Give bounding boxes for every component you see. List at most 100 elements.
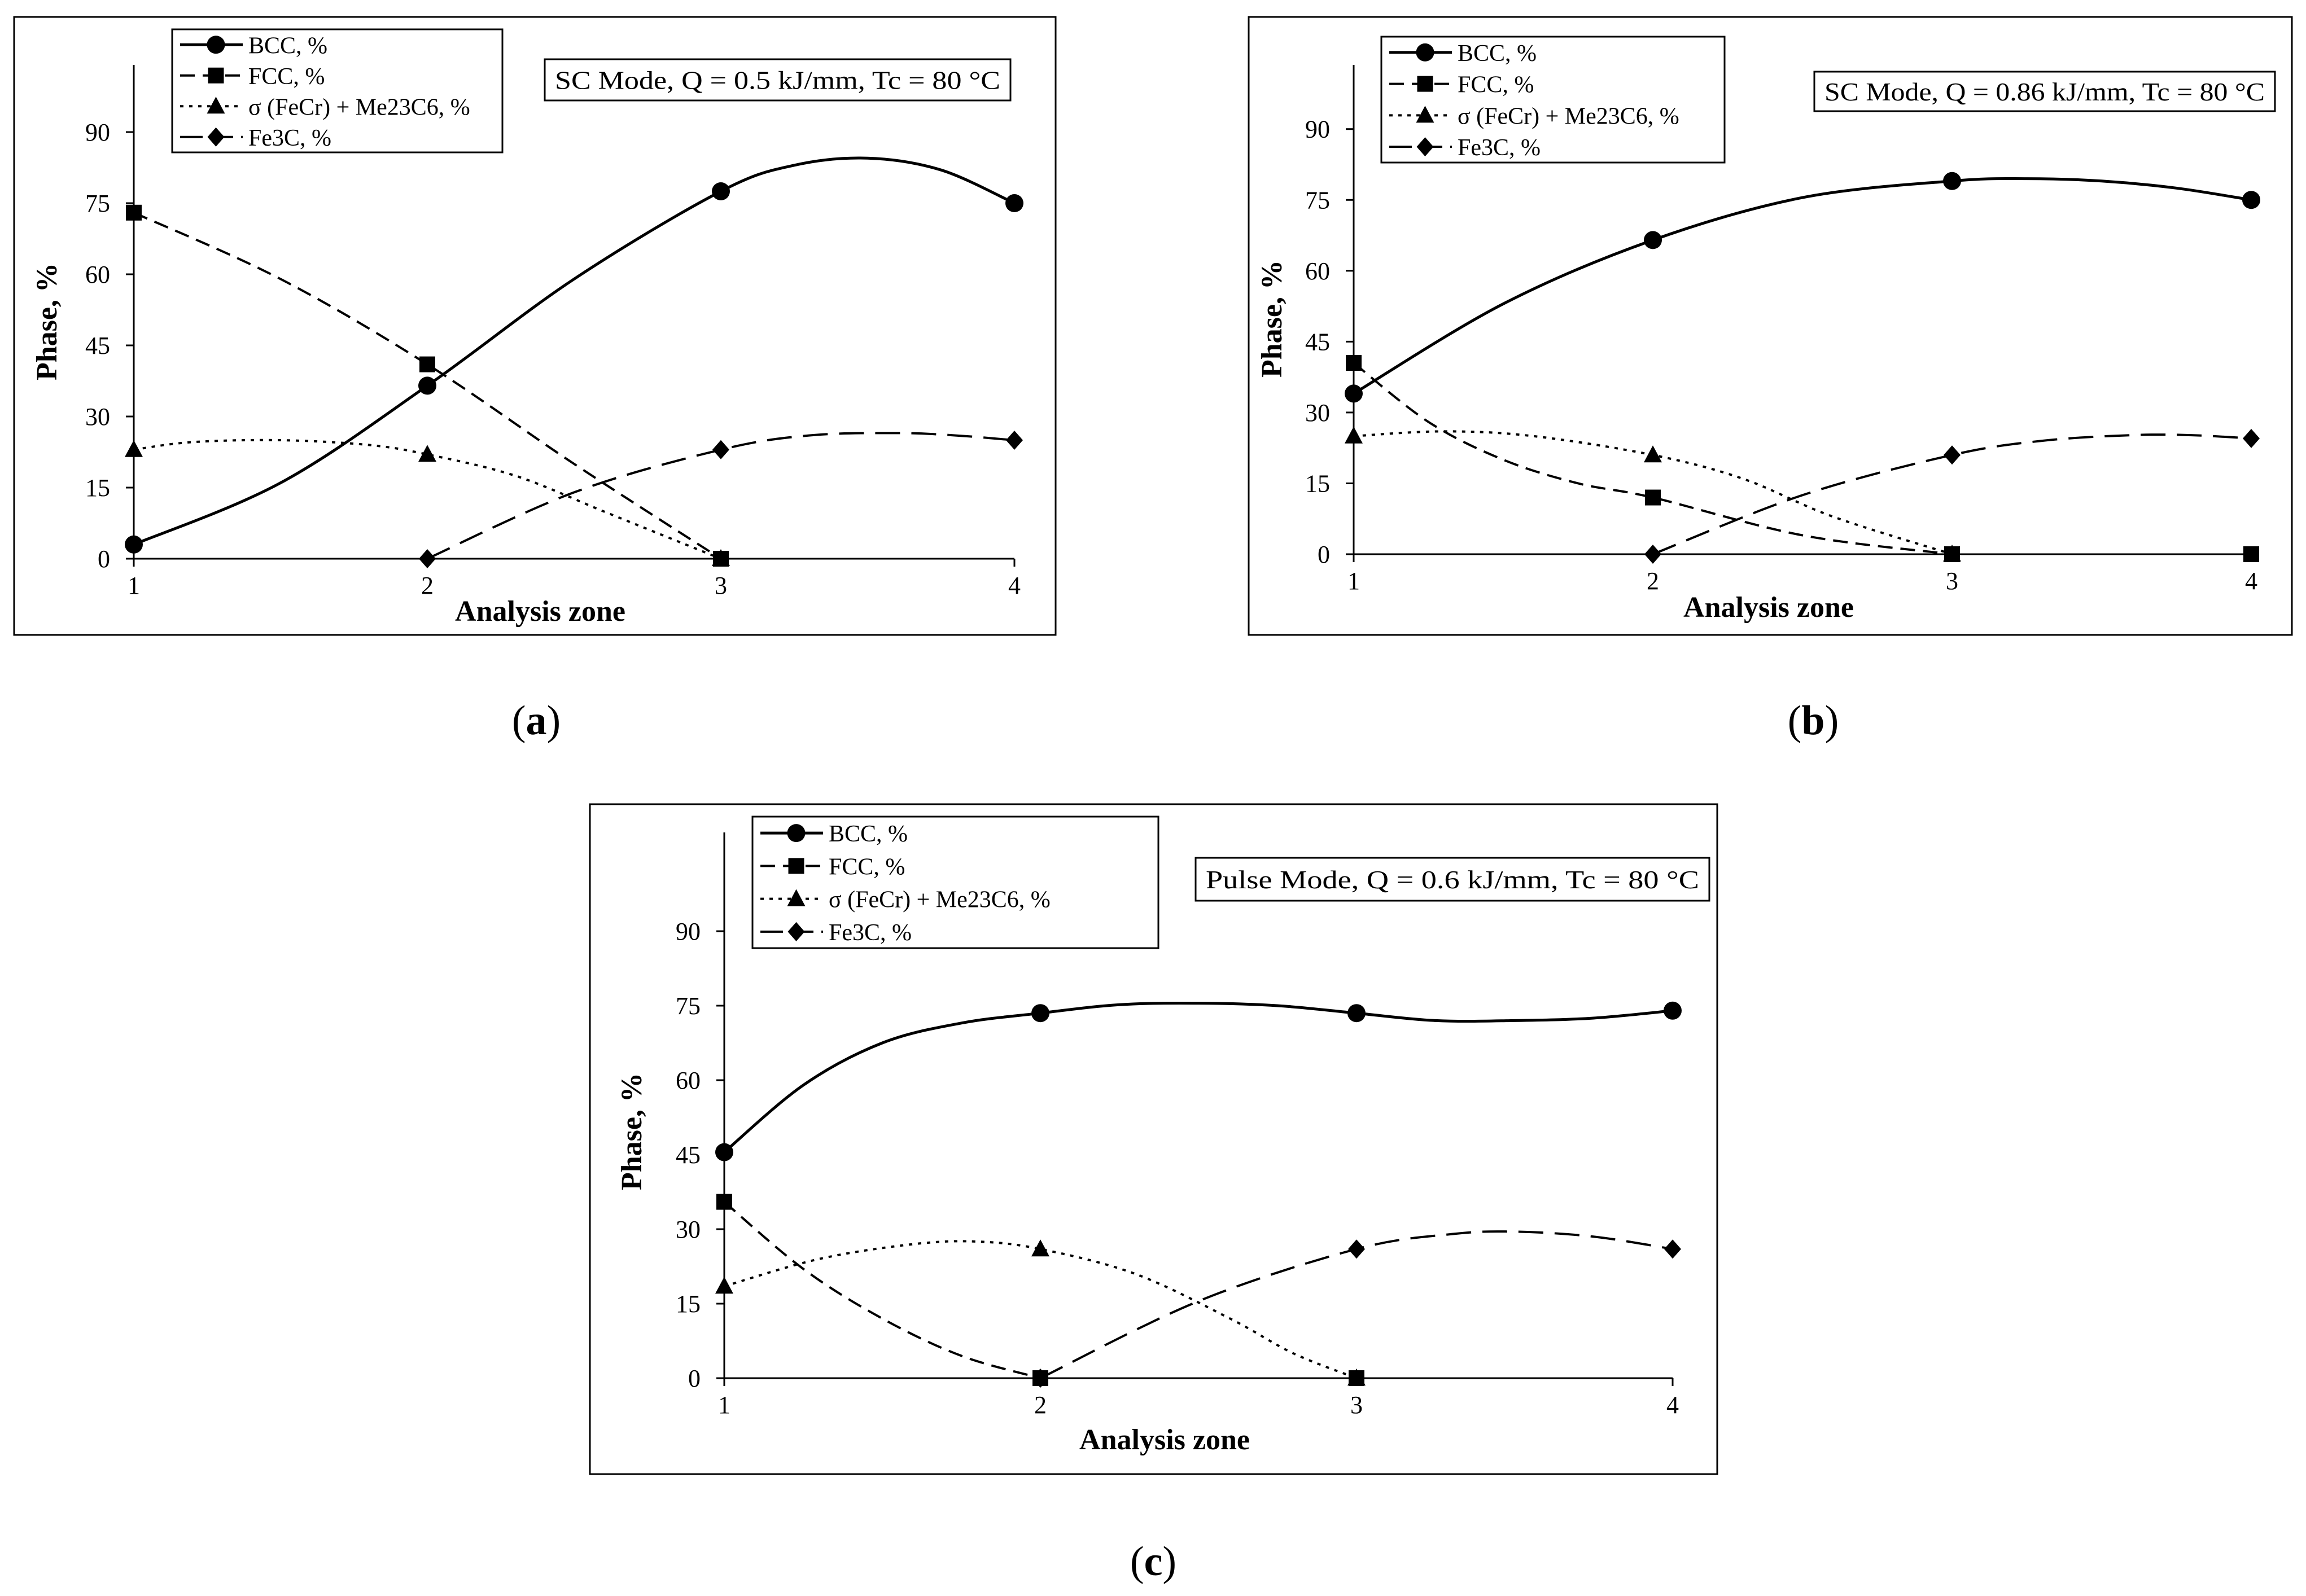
data-point-circle <box>2242 191 2260 209</box>
x-axis-label: Analysis zone <box>1683 591 1854 624</box>
data-point-circle <box>125 535 143 554</box>
legend-box <box>751 815 1159 949</box>
data-point-diamond <box>2243 428 2260 448</box>
data-point-diamond <box>1348 1239 1365 1259</box>
title-box <box>1813 71 2276 112</box>
data-point-square <box>1645 489 1661 506</box>
data-point-circle <box>1031 1004 1049 1023</box>
y-tick-label: 60 <box>85 261 110 288</box>
data-point-circle <box>1005 194 1023 212</box>
x-tick-label: 1 <box>718 1391 730 1419</box>
data-point-diamond <box>1944 445 1961 465</box>
x-tick-label: 3 <box>1350 1391 1363 1419</box>
series-line-1 <box>1353 177 2252 395</box>
legend-label: Fe3C, % <box>248 125 331 151</box>
legend-marker-circle <box>1416 43 1434 62</box>
title-box <box>544 58 1012 102</box>
legend-marker-triangle <box>207 97 225 114</box>
y-tick-label: 45 <box>676 1141 701 1169</box>
y-tick-label: 90 <box>85 119 110 146</box>
y-tick-label: 15 <box>1305 470 1330 497</box>
data-point-triangle <box>1943 545 1961 562</box>
data-point-diamond <box>712 440 729 459</box>
data-point-triangle <box>1345 426 1363 444</box>
data-point-circle <box>712 182 730 200</box>
legend-marker-square <box>208 67 224 84</box>
series-line-4 <box>1652 433 2252 555</box>
y-tick-label: 75 <box>85 190 110 217</box>
x-tick-label: 4 <box>1666 1391 1679 1419</box>
y-tick-label: 60 <box>1305 257 1330 285</box>
data-point-circle <box>418 376 436 395</box>
data-point-triangle <box>418 445 436 462</box>
data-point-circle <box>1664 1001 1682 1020</box>
legend-marker-triangle <box>1416 106 1434 123</box>
data-point-triangle <box>1347 1369 1366 1385</box>
y-tick-label: 45 <box>1305 328 1330 356</box>
data-point-triangle <box>712 549 730 566</box>
legend-label: σ (FeCr) + Me23C6, % <box>248 94 470 120</box>
x-tick-label: 4 <box>2245 567 2257 595</box>
data-point-square <box>126 204 142 221</box>
x-axis-label: Analysis zone <box>455 595 625 628</box>
data-point-triangle <box>125 440 143 457</box>
legend-marker-square <box>1417 76 1433 92</box>
data-point-circle <box>1943 172 1961 190</box>
legend-label: BCC, % <box>1458 41 1537 67</box>
y-tick-label: 30 <box>676 1216 701 1243</box>
data-point-diamond <box>1664 1239 1681 1259</box>
data-point-diamond <box>1006 431 1023 450</box>
series-line-4 <box>1040 1230 1673 1379</box>
legend-marker-diamond <box>207 127 225 147</box>
legend-marker-circle <box>207 36 225 54</box>
data-point-diamond <box>1644 545 1661 564</box>
series-line-1 <box>133 156 1016 546</box>
x-tick-label: 1 <box>128 572 140 599</box>
legend-label: FCC, % <box>829 854 905 880</box>
y-axis-label: Phase, % <box>1256 260 1288 378</box>
x-tick-label: 2 <box>1034 1391 1047 1419</box>
legend-label: FCC, % <box>248 64 325 90</box>
y-tick-label: 30 <box>85 403 110 431</box>
y-axis-label: Phase, % <box>616 1073 648 1190</box>
x-tick-label: 2 <box>421 572 434 599</box>
legend-marker-diamond <box>787 922 805 941</box>
legend-label: FCC, % <box>1458 72 1534 98</box>
legend-label: Fe3C, % <box>829 920 912 946</box>
data-point-square <box>1346 355 1362 371</box>
data-point-square <box>716 1194 732 1210</box>
y-tick-label: 75 <box>1305 186 1330 214</box>
x-tick-label: 2 <box>1647 567 1659 595</box>
legend-marker-square <box>788 858 804 874</box>
chart-frame <box>13 16 1057 636</box>
y-tick-label: 90 <box>676 918 701 945</box>
chart-title: SC Mode, Q = 0.5 kJ/mm, Tc = 80 °C <box>555 67 1000 95</box>
series-line-2 <box>133 211 722 560</box>
series-line-2 <box>1353 362 1953 555</box>
title-box <box>1194 857 1710 902</box>
x-tick-label: 1 <box>1347 567 1360 595</box>
data-point-square <box>2243 546 2259 562</box>
series-line-1 <box>723 1001 1673 1154</box>
legend-label: BCC, % <box>829 821 908 847</box>
y-tick-label: 15 <box>676 1290 701 1318</box>
legend-label: BCC, % <box>248 33 327 59</box>
x-tick-label: 3 <box>715 572 727 599</box>
data-point-triangle <box>1031 1239 1049 1257</box>
series-line-4 <box>427 432 1015 560</box>
y-tick-label: 45 <box>85 332 110 359</box>
legend-label: Fe3C, % <box>1458 135 1541 161</box>
x-axis-label: Analysis zone <box>1079 1424 1250 1456</box>
chart-panel-c: 0 15 30 45 60 75 90 1 2 3 4 Analysis zone Phase, % Pu… <box>589 803 1718 1475</box>
data-point-circle <box>715 1143 733 1161</box>
chart-panel-a: 0 15 30 45 60 75 90 1 2 3 4 Analysis zone Phase, % SC… <box>13 16 1057 636</box>
y-tick-label: 75 <box>676 992 701 1020</box>
data-point-circle <box>1644 231 1662 249</box>
chart-title: Pulse Mode, Q = 0.6 kJ/mm, Tc = 80 °C <box>1206 866 1699 894</box>
y-tick-label: 0 <box>688 1365 701 1392</box>
data-point-circle <box>1347 1004 1366 1023</box>
y-tick-label: 0 <box>1318 541 1330 568</box>
data-point-circle <box>1345 384 1363 403</box>
data-point-triangle <box>1644 445 1662 463</box>
